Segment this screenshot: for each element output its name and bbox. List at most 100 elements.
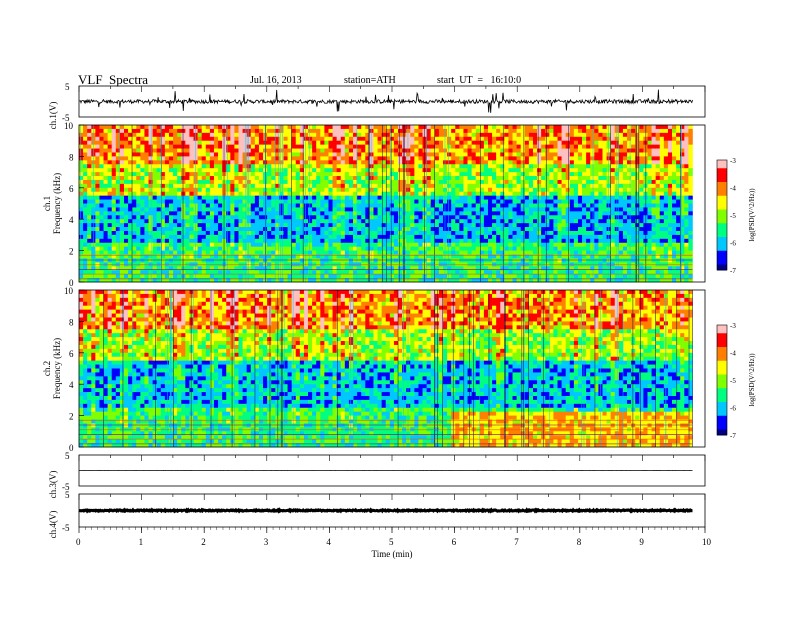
ch1-spectrogram-cell: [472, 152, 476, 156]
ch1-spectrogram-cell: [108, 207, 112, 211]
ch1-spectrogram-cell: [296, 243, 300, 247]
ch1-spectrogram-cell: [529, 160, 533, 164]
ch1-spectrogram-cell: [283, 243, 287, 247]
ch1-spectrogram-cell: [406, 168, 410, 172]
ch1-spectrogram-cell: [468, 215, 472, 219]
ch1-spectrogram-cell: [157, 235, 161, 239]
ch1-spectrogram-cell: [296, 215, 300, 219]
ch1-spectrogram-cell: [459, 160, 463, 164]
ch1-spectrogram-cell: [144, 274, 148, 278]
ch1-spectrogram-cell: [173, 227, 177, 231]
ch1-spectrogram-cell: [169, 156, 173, 160]
ch1-spectrogram-cell: [153, 200, 157, 204]
ch1-spectrogram-cell: [87, 231, 91, 235]
ch1-spectrogram-cell: [144, 149, 148, 153]
ch1-spectrogram-cell: [394, 223, 398, 227]
ch1-spectrogram-cell: [177, 204, 181, 208]
ch1-spectrogram-cell: [267, 266, 271, 270]
ch1-spectrogram-cell: [337, 145, 341, 149]
ch1-spectrogram-cell: [153, 239, 157, 243]
ch1-spectrogram-cell: [226, 168, 230, 172]
ch1-spectrogram-cell: [484, 149, 488, 153]
ch1-spectrogram-cell: [463, 239, 467, 243]
ch1-spectrogram-cell: [206, 164, 210, 168]
ch1-spectrogram-cell: [144, 129, 148, 133]
ch1-spectrogram-cell: [378, 176, 382, 180]
ch1-spectrogram-cell: [251, 258, 255, 262]
ch1-spectrogram-cell: [472, 141, 476, 145]
ch1-spectrogram-cell: [472, 196, 476, 200]
ch1-spectrogram-cell: [341, 243, 345, 247]
ch1-spectrogram-cell: [136, 235, 140, 239]
ch1-spectrogram-cell: [189, 231, 193, 235]
ch1-spectrogram-cell: [214, 243, 218, 247]
ch1-spectrogram-cell: [157, 129, 161, 133]
ch1-spectrogram-cell: [394, 192, 398, 196]
ch1-spectrogram-cell: [312, 196, 316, 200]
ch1-spectrogram-cell: [296, 160, 300, 164]
ch1-spectrogram-cell: [504, 133, 508, 137]
ch1-spectrogram-cell: [578, 200, 582, 204]
ch1-spectrogram-cell: [210, 172, 214, 176]
ch1-spectrogram-cell: [418, 149, 422, 153]
ch1-spectrogram-cell: [365, 160, 369, 164]
ch1-spectrogram-cell: [504, 235, 508, 239]
ch1-spectrogram-cell: [234, 192, 238, 196]
ch1-spectrogram-cell: [320, 200, 324, 204]
ch1-spectrogram-cell: [558, 129, 562, 133]
ch1-spectrogram-cell: [177, 200, 181, 204]
ch1-spectrogram-cell: [369, 258, 373, 262]
ch1-spectrogram-cell: [447, 172, 451, 176]
ch1-spectrogram-cell: [259, 129, 263, 133]
ch1-spectrogram-cell: [333, 145, 337, 149]
ch1-spectrogram-cell: [476, 219, 480, 223]
ch1-spectrogram-cell: [513, 160, 517, 164]
ch1-spectrogram-cell: [504, 251, 508, 255]
ch1-spectrogram-cell: [500, 141, 504, 145]
ch1-spectrogram-cell: [296, 207, 300, 211]
ch1-spectrogram-cell: [104, 251, 108, 255]
ch1-spectrogram-cell: [181, 274, 185, 278]
ch1-spectrogram-cell: [553, 266, 557, 270]
ch1-spectrogram-cell: [259, 219, 263, 223]
ch1-spectrogram-cell: [406, 133, 410, 137]
ch1-spectrogram-cell: [259, 184, 263, 188]
ch1-spectrogram-cell: [95, 133, 99, 137]
ch1-spectrogram-cell: [267, 129, 271, 133]
ch1-spectrogram-cell: [292, 137, 296, 141]
ch1-spectrogram-cell: [279, 243, 283, 247]
ch1-spectrogram-cell: [279, 219, 283, 223]
ch1-spectrogram-cell: [504, 180, 508, 184]
ch1-spectrogram-cell: [492, 266, 496, 270]
ch1-spectrogram-cell: [136, 231, 140, 235]
ch1-spectrogram-cell: [251, 219, 255, 223]
ch1-spectrogram-cell: [198, 176, 202, 180]
ch1-spectrogram-cell: [144, 196, 148, 200]
ch1-spectrogram-cell: [202, 219, 206, 223]
ch1-spectrogram-cell: [488, 223, 492, 227]
ch1-spectrogram-cell: [521, 137, 525, 141]
ch1-spectrogram-cell: [410, 129, 414, 133]
ch1-spectrogram-cell: [173, 215, 177, 219]
ch1-spectrogram-cell: [328, 207, 332, 211]
ch1-spectrogram-cell: [451, 125, 455, 129]
ch1-spectrogram-cell: [300, 184, 304, 188]
ch1-spectrogram-cell: [410, 133, 414, 137]
ch1-spectrogram-cell: [468, 176, 472, 180]
ch1-spectrogram-cell: [149, 274, 153, 278]
ch1-spectrogram-cell: [435, 149, 439, 153]
ch1-spectrogram-cell: [132, 219, 136, 223]
ch1-spectrogram-cell: [132, 184, 136, 188]
ch1-spectrogram-cell: [418, 164, 422, 168]
ch1-spectrogram-cell: [243, 211, 247, 215]
ch1-spectrogram-cell: [214, 145, 218, 149]
ch1-spectrogram-cell: [120, 149, 124, 153]
ch1-spectrogram-cell: [157, 219, 161, 223]
ch1-spectrogram-cell: [177, 274, 181, 278]
ch1-spectrogram-cell: [345, 164, 349, 168]
ch1-spectrogram-cell: [198, 156, 202, 160]
ch1-spectrogram-cell: [222, 251, 226, 255]
ch1-spectrogram-cell: [116, 196, 120, 200]
ch1-spectrogram-cell: [545, 243, 549, 247]
ch1-spectrogram-cell: [328, 231, 332, 235]
